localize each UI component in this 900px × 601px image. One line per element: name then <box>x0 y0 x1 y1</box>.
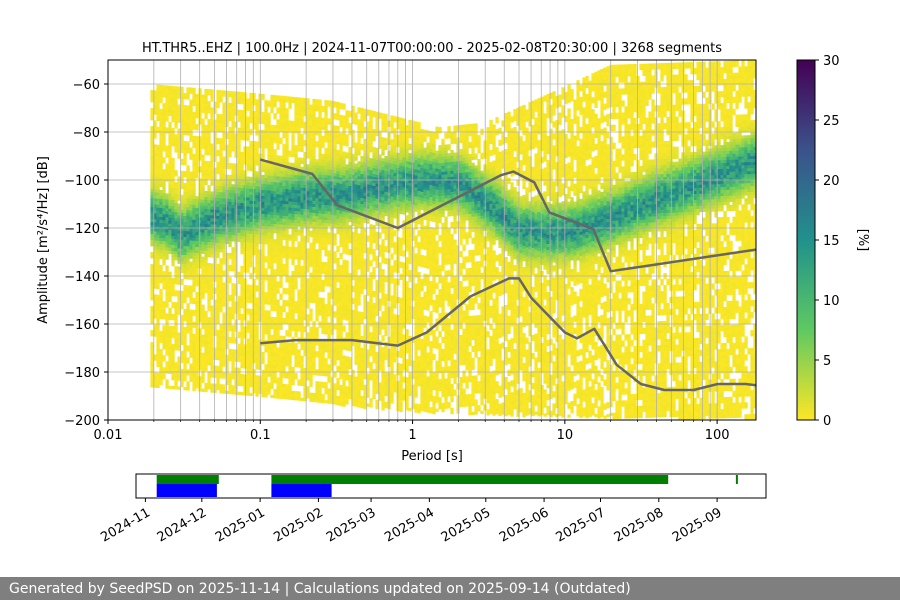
timeline-tick-label: 2024-12 <box>155 505 210 545</box>
colorbar-tick-label: 10 <box>823 294 840 309</box>
footer-status: Generated by SeedPSD on 2025-11-14 | Cal… <box>0 577 900 600</box>
psd-computed-interval <box>271 484 331 497</box>
colorbar-label: [%] <box>855 229 870 252</box>
colorbar-axis: 0 5 10 15 20 25 30 <box>815 54 840 429</box>
x-tick-label: 100 <box>705 428 730 443</box>
availability-timeline <box>157 475 738 497</box>
y-tick-label: −100 <box>64 174 100 189</box>
timeline-tick-label: 2025-05 <box>439 505 494 545</box>
colorbar-tick-label: 0 <box>823 414 831 429</box>
chart-title: HT.THR5..EHZ | 100.0Hz | 2024-11-07T00:0… <box>142 41 722 56</box>
y-axis: −60 −80 −100 −120 −140 −160 −180 −200 <box>64 78 108 429</box>
x-axis-label: Period [s] <box>401 449 463 464</box>
data-available-interval <box>271 475 668 484</box>
data-available-interval <box>736 475 738 484</box>
x-tick-label: 0.1 <box>250 428 271 443</box>
colorbar-tick-label: 20 <box>823 174 840 189</box>
timeline-tick-label: 2025-04 <box>382 505 437 545</box>
timeline-tick-label: 2024-11 <box>98 505 153 545</box>
x-tick-label: 1 <box>408 428 416 443</box>
y-axis-label: Amplitude [m²/s⁴/Hz] [dB] <box>36 156 51 324</box>
y-tick-label: −160 <box>64 318 100 333</box>
psd-heatmap <box>150 60 756 421</box>
data-available-interval <box>157 475 219 484</box>
timeline-tick-label: 2025-07 <box>553 505 608 545</box>
timeline-tick-label: 2025-02 <box>271 505 326 545</box>
timeline-tick-label: 2025-09 <box>670 505 725 545</box>
colorbar-gradient <box>797 60 815 420</box>
ppsd-chart: HT.THR5..EHZ | 100.0Hz | 2024-11-07T00:0… <box>0 0 900 577</box>
y-tick-label: −80 <box>73 126 100 141</box>
colorbar-tick-label: 5 <box>823 354 831 369</box>
timeline-tick-label: 2025-03 <box>324 505 379 545</box>
y-tick-label: −60 <box>73 78 100 93</box>
x-axis: 0.01 0.1 1 10 100 <box>94 420 730 443</box>
timeline-tick-label: 2025-06 <box>497 505 552 545</box>
colorbar-tick-label: 30 <box>823 54 840 69</box>
colorbar-tick-label: 25 <box>823 114 840 129</box>
y-tick-label: −120 <box>64 222 100 237</box>
y-tick-label: −140 <box>64 270 100 285</box>
x-tick-label: 10 <box>557 428 574 443</box>
colorbar-tick-label: 15 <box>823 234 840 249</box>
timeline-tick-label: 2025-08 <box>612 505 667 545</box>
timeline-tick-label: 2025-01 <box>213 505 268 545</box>
y-tick-label: −180 <box>64 366 100 381</box>
psd-computed-interval <box>157 484 217 497</box>
y-tick-label: −200 <box>64 414 100 429</box>
x-tick-label: 0.01 <box>94 428 123 443</box>
